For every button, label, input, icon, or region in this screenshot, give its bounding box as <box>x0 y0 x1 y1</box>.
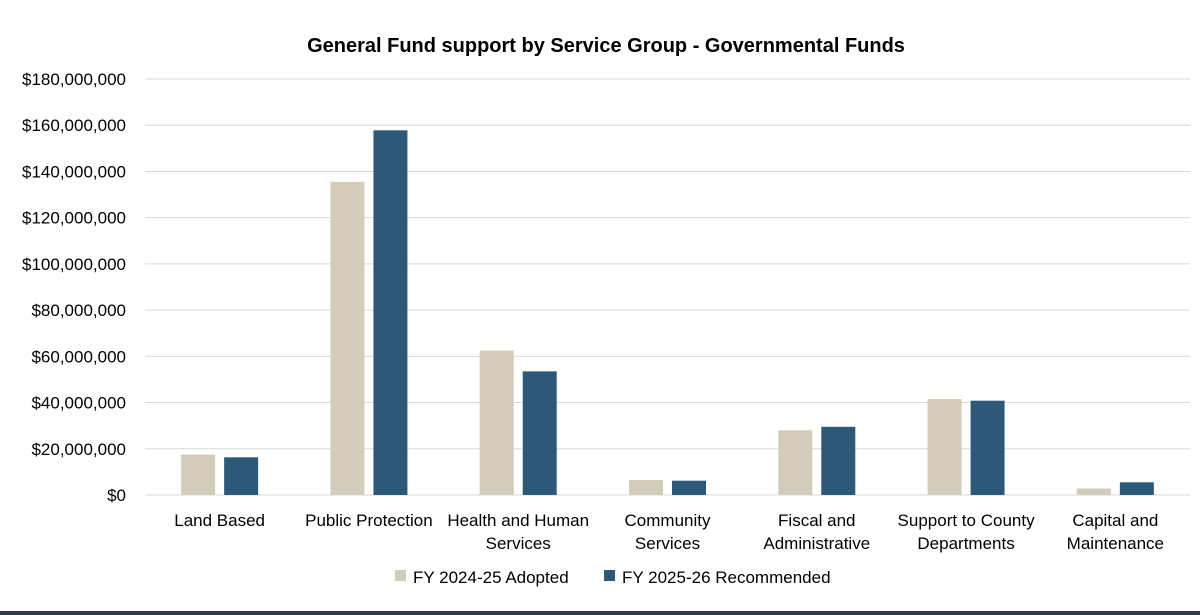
bar-fy-2024-25-adopted <box>629 479 663 495</box>
chart-title: General Fund support by Service Group - … <box>307 35 905 57</box>
bar-fy-2025-26-recommended <box>672 480 706 495</box>
legend: FY 2024-25 Adopted FY 2025-26 Recommended <box>395 568 831 587</box>
x-tick-label: Support to County Departments <box>898 511 1036 553</box>
bar-fy-2025-26-recommended <box>970 400 1005 495</box>
bar-fy-2025-26-recommended <box>373 130 408 495</box>
y-tick-label: $120,000,000 <box>22 209 126 228</box>
x-tick-label: Community Services <box>625 511 711 553</box>
y-tick-label: $0 <box>107 486 126 505</box>
gridlines <box>145 78 1190 496</box>
y-tick-label: $100,000,000 <box>22 255 126 274</box>
legend-swatch <box>395 570 406 581</box>
bar-fy-2025-26-recommended <box>224 457 259 495</box>
x-tick-label: Capital and Maintenance <box>1067 511 1164 553</box>
y-tick-label: $160,000,000 <box>22 116 126 135</box>
bar-fy-2025-26-recommended <box>1119 482 1154 495</box>
y-tick-label: $80,000,000 <box>31 301 126 320</box>
bar-fy-2024-25-adopted <box>1076 488 1111 495</box>
bar-fy-2025-26-recommended <box>821 426 856 495</box>
legend-label: FY 2024-25 Adopted <box>413 568 569 587</box>
x-tick-label: Public Protection <box>305 511 433 530</box>
y-tick-label: $180,000,000 <box>22 70 126 89</box>
bar-fy-2024-25-adopted <box>330 181 365 495</box>
y-tick-label: $140,000,000 <box>22 162 126 181</box>
bottom-rule <box>0 611 1200 615</box>
x-tick-label: Health and Human Services <box>447 511 589 553</box>
legend-swatch <box>604 570 615 581</box>
y-tick-label: $60,000,000 <box>31 347 126 366</box>
bar-fy-2024-25-adopted <box>479 350 514 495</box>
y-tick-label: $20,000,000 <box>31 440 126 459</box>
bar-fy-2024-25-adopted <box>181 454 216 495</box>
bar-fy-2025-26-recommended <box>522 371 557 495</box>
x-axis-labels: Land Based Public Protection Health and Hu… <box>174 511 1164 553</box>
legend-label: FY 2025-26 Recommended <box>622 568 831 587</box>
bars <box>181 130 1154 495</box>
y-tick-label: $40,000,000 <box>31 394 126 413</box>
bar-fy-2024-25-adopted <box>778 430 813 495</box>
bar-fy-2024-25-adopted <box>927 399 962 495</box>
x-tick-label: Fiscal and Administrative <box>763 511 870 553</box>
y-axis-ticks: $0 $20,000,000 $40,000,000 $60,000,000 $80,0… <box>22 70 126 505</box>
x-tick-label: Land Based <box>174 511 265 530</box>
